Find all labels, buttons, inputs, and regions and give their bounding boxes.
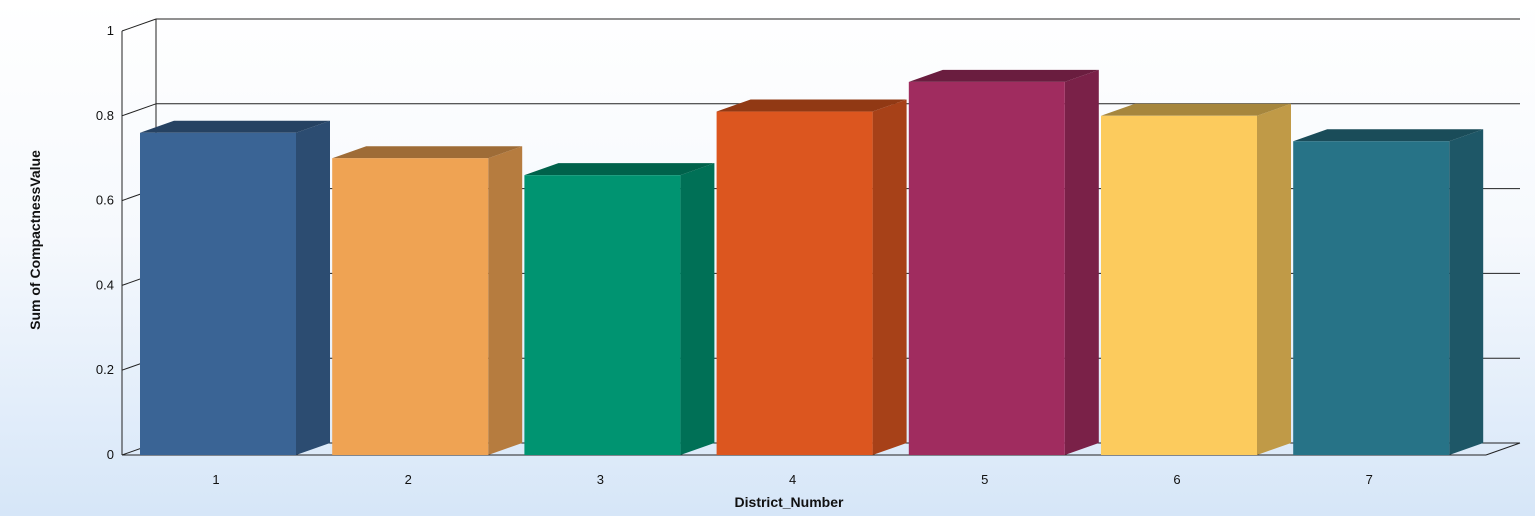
x-tick-label: 1 <box>212 472 219 487</box>
y-tick-label: 0.6 <box>96 193 114 208</box>
y-tick-label: 0 <box>107 447 114 462</box>
bar-front <box>717 112 873 455</box>
y-tick-label: 0.4 <box>96 277 114 292</box>
bar-front <box>140 133 296 455</box>
x-tick-label: 7 <box>1366 472 1373 487</box>
bar-side <box>488 146 522 455</box>
y-tick-label: 0.2 <box>96 362 114 377</box>
bar-side <box>1065 70 1099 455</box>
x-tick-label: 3 <box>597 472 604 487</box>
y-tick-label: 0.8 <box>96 108 114 123</box>
x-tick-label: 5 <box>981 472 988 487</box>
bar-side <box>680 163 714 455</box>
bars <box>140 70 1483 455</box>
bar-side <box>1449 129 1483 455</box>
bar-district-6 <box>1101 104 1291 455</box>
bar-front <box>332 158 488 455</box>
bar-front <box>1293 141 1449 455</box>
y-axis-title: Sum of CompactnessValue <box>27 150 43 330</box>
bar-side <box>296 121 330 455</box>
x-tick-label: 4 <box>789 472 796 487</box>
bar-district-2 <box>332 146 522 455</box>
bar-district-5 <box>909 70 1099 455</box>
bar-district-1 <box>140 121 330 455</box>
bar-side <box>873 100 907 455</box>
bar-district-4 <box>717 100 907 455</box>
x-axis-title: District_Number <box>735 494 844 510</box>
x-tick-label: 6 <box>1173 472 1180 487</box>
bar-district-7 <box>1293 129 1483 455</box>
bar-front <box>909 82 1065 455</box>
bar-front <box>524 175 680 455</box>
x-tick-label: 2 <box>405 472 412 487</box>
bar-front <box>1101 116 1257 455</box>
bar-side <box>1257 104 1291 455</box>
bar-district-3 <box>524 163 714 455</box>
y-tick-label: 1 <box>107 23 114 38</box>
